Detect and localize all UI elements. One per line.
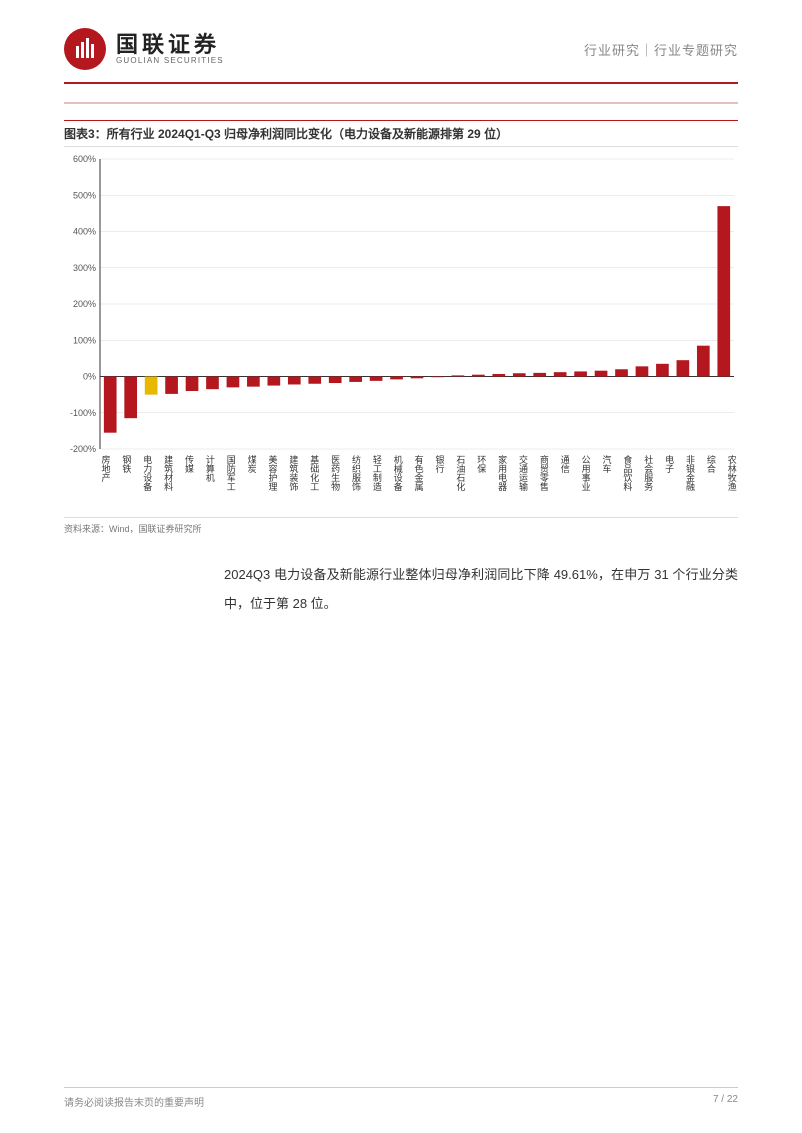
footer-disclaimer: 请务必阅读报告末页的重要声明 — [64, 1094, 204, 1109]
chart-source: 资料来源：Wind，国联证券研究所 — [64, 517, 738, 535]
x-axis-label: 食品饮料 — [622, 455, 631, 511]
page-footer: 请务必阅读报告末页的重要声明 7 / 22 — [64, 1087, 738, 1109]
x-axis-label: 商贸零售 — [538, 455, 547, 511]
x-axis-label: 电力设备 — [142, 455, 151, 511]
x-axis-label: 煤炭 — [246, 455, 255, 511]
logo-icon — [64, 28, 106, 70]
x-axis-label: 通信 — [559, 455, 568, 511]
logo-en: GUOLIAN SECURITIES — [116, 57, 224, 66]
x-axis-label: 综合 — [705, 455, 714, 511]
page-sep: / — [719, 1094, 727, 1105]
x-axis-label: 社会服务 — [643, 455, 652, 511]
x-axis-label: 轻工制造 — [371, 455, 380, 511]
x-axis-label: 医药生物 — [330, 455, 339, 511]
svg-text:100%: 100% — [73, 335, 96, 345]
svg-text:0%: 0% — [83, 372, 96, 382]
page-header: 国联证券 GUOLIAN SECURITIES 行业研究｜行业专题研究 — [0, 0, 802, 82]
x-axis-label: 传媒 — [184, 455, 193, 511]
page-total: 22 — [727, 1094, 738, 1105]
chart-container: -200% -100% 0% 100% 200% 300% 400% 500% 600% 房地产… — [64, 153, 738, 511]
svg-text:-200%: -200% — [70, 444, 96, 453]
x-axis-label: 银行 — [434, 455, 443, 511]
x-axis-label: 农林牧渔 — [726, 455, 735, 511]
x-axis-label: 钢铁 — [121, 455, 130, 511]
x-axis-label: 家用电器 — [497, 455, 506, 511]
x-axis-label: 国防军工 — [225, 455, 234, 511]
body-paragraph: 2024Q3 电力设备及新能源行业整体归母净利润同比下降 49.61%，在申万 … — [64, 561, 738, 618]
x-axis-label: 建筑装饰 — [288, 455, 297, 511]
svg-text:400%: 400% — [73, 227, 96, 237]
x-axis-label: 公用事业 — [580, 455, 589, 511]
x-axis-label: 纺织服饰 — [351, 455, 360, 511]
x-axis-label: 美容护理 — [267, 455, 276, 511]
x-axis-label: 石油石化 — [455, 455, 464, 511]
chart-title: 图表3：所有行业 2024Q1-Q3 归母净利润同比变化（电力设备及新能源排第 … — [64, 120, 738, 147]
header-breadcrumb: 行业研究｜行业专题研究 — [584, 40, 738, 59]
header-rule-light — [64, 102, 738, 104]
svg-text:500%: 500% — [73, 190, 96, 200]
svg-text:200%: 200% — [73, 299, 96, 309]
footer-page: 7 / 22 — [713, 1094, 738, 1109]
x-axis-label: 房地产 — [100, 455, 109, 511]
x-axis-label: 有色金属 — [413, 455, 422, 511]
x-axis-label: 非银金融 — [685, 455, 694, 511]
svg-text:300%: 300% — [73, 263, 96, 273]
x-axis-label: 环保 — [476, 455, 485, 511]
svg-text:-100%: -100% — [70, 408, 96, 418]
x-axis-label: 计算机 — [204, 455, 213, 511]
logo-cn: 国联证券 — [116, 33, 224, 57]
x-axis-label: 电子 — [664, 455, 673, 511]
logo-text: 国联证券 GUOLIAN SECURITIES — [116, 33, 224, 66]
x-axis-label: 基础化工 — [309, 455, 318, 511]
svg-text:600%: 600% — [73, 154, 96, 164]
chart-x-labels: 房地产 钢铁 电力设备 建筑材料 传媒 计算机 国防军工 煤炭 美容护理 建筑装饰 基础化工 医药生物… — [64, 455, 738, 511]
header-rule — [64, 82, 738, 84]
logo-block: 国联证券 GUOLIAN SECURITIES — [64, 28, 224, 70]
x-axis-label: 建筑材料 — [163, 455, 172, 511]
x-axis-label: 机械设备 — [392, 455, 401, 511]
bar-chart: -200% -100% 0% 100% 200% 300% 400% 500% 600% — [64, 153, 738, 453]
x-axis-label: 汽车 — [601, 455, 610, 511]
x-axis-label: 交通运输 — [518, 455, 527, 511]
